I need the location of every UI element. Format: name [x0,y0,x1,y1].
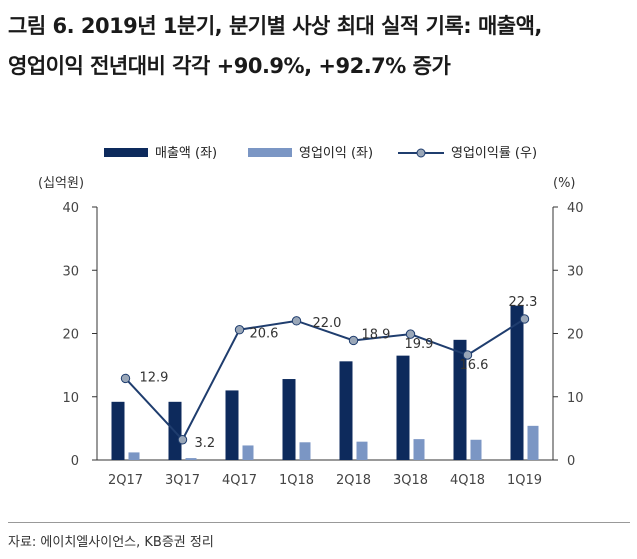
legend-swatch-op-income [248,148,292,157]
y-left-tick-label: 0 [71,454,79,469]
op-margin-label: 12.9 [140,370,169,385]
op-margin-point [405,329,416,339]
bar-revenue [453,339,467,460]
legend-swatch-revenue [104,148,148,157]
legend-label-op-income: 영업이익 (좌) [299,146,373,161]
x-tick-label: 2Q18 [336,473,371,488]
bar-revenue [339,361,353,460]
bar-op-income [413,439,425,460]
x-tick-label: 1Q18 [279,473,314,488]
title-line-1: 그림 6. 2019년 1분기, 분기별 사상 최대 실적 기록: 매출액, [8,14,542,38]
op-margin-polyline [124,318,526,442]
op-margin-point [348,335,359,346]
x-tick-label: 2Q17 [108,473,143,488]
data-labels: 12.9 3.2 20.6 22.0 18.9 19.9 16.6 22.3 [140,295,538,451]
op-margin-point [234,325,245,335]
op-margin-label: 19.9 [405,337,434,352]
op-margin-label: 16.6 [460,358,489,373]
bar-revenue [396,355,410,460]
title-line-2: 영업이익 전년대비 각각 +90.9%, +92.7% 증가 [8,54,451,78]
op-margin-point [462,350,473,360]
bar-op-income [356,441,368,460]
bar-revenue [510,305,524,460]
op-margin-label: 18.9 [362,327,391,342]
y-right-tick-label: 30 [567,264,584,279]
bar-op-income [470,439,482,460]
x-tick-label: 3Q17 [165,473,200,488]
x-tick-label: 1Q19 [507,473,542,488]
x-tick-label: 4Q17 [222,473,257,488]
legend-marker-op-margin [416,148,426,158]
op-margin-point [177,435,188,445]
y-right-tick-label: 10 [567,391,584,406]
y-left-tick-label: 10 [62,391,79,406]
y-left-ticks: 0 10 20 30 40 [62,201,97,469]
op-margin-line [120,314,530,445]
y-right-tick-label: 20 [567,328,584,343]
x-ticks: 2Q17 3Q17 4Q17 1Q18 2Q18 3Q18 4Q18 1Q19 [108,473,542,488]
bar-op-income [299,442,311,460]
bar-revenue [282,379,296,460]
y-right-ticks: 0 10 20 30 40 [553,201,584,469]
source-note: 자료: 에이치엘사이언스, KB증권 정리 [8,522,630,550]
y-left-tick-label: 30 [62,264,79,279]
bar-op-income [242,445,254,460]
legend: 매출액 (좌) 영업이익 (좌) 영업이익률 (우) [104,146,537,161]
y-left-unit: (십억원) [38,176,84,191]
y-right-unit: (%) [553,176,576,191]
op-margin-label: 20.6 [250,327,279,342]
legend-label-revenue: 매출액 (좌) [155,146,217,161]
bar-op-income [527,425,539,460]
bar-op-income [185,458,197,460]
y-left-tick-label: 20 [62,328,79,343]
op-margin-label: 22.0 [313,316,342,331]
bar-revenue [225,390,239,460]
chart-title: 그림 6. 2019년 1분기, 분기별 사상 최대 실적 기록: 매출액, 영… [8,6,630,86]
bars [111,305,539,460]
y-right-tick-label: 40 [567,201,584,216]
legend-label-op-margin: 영업이익률 (우) [451,146,537,161]
op-margin-point [291,316,302,326]
x-tick-label: 4Q18 [450,473,485,488]
chart-area: 매출액 (좌) 영업이익 (좌) 영업이익률 (우) (십억원) (%) 0 10… [38,146,584,488]
y-right-tick-label: 0 [567,454,575,469]
op-margin-point [519,314,530,324]
op-margin-point [120,373,131,384]
op-margin-label: 22.3 [509,295,538,310]
x-tick-label: 3Q18 [393,473,428,488]
bar-op-income [128,452,140,460]
bar-revenue [111,401,125,460]
op-margin-label: 3.2 [195,436,216,451]
y-left-tick-label: 40 [62,201,79,216]
